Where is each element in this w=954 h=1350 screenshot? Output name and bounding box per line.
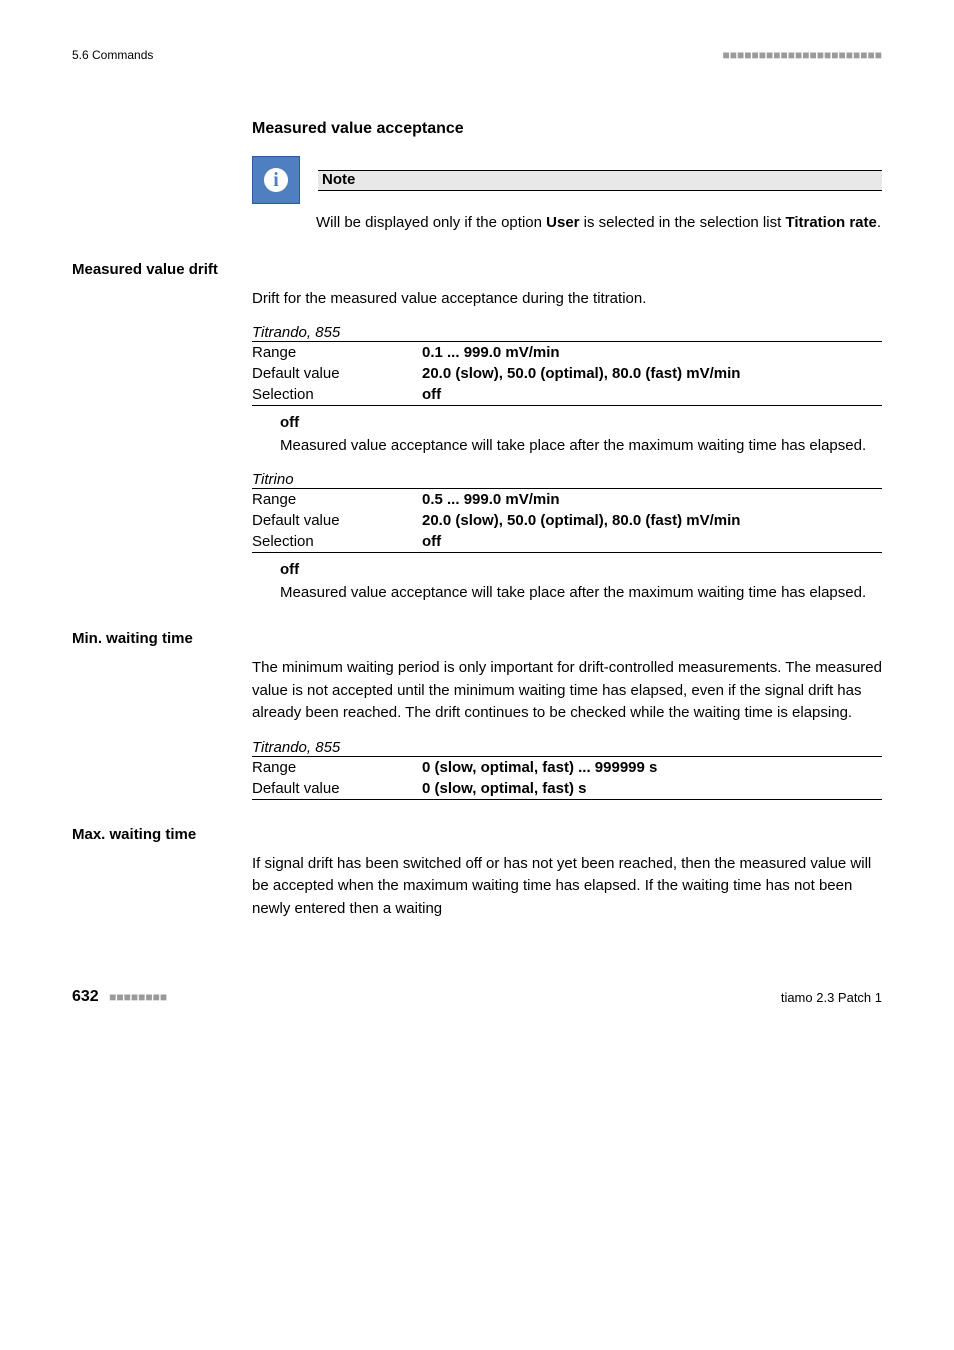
param-label: Selection — [252, 531, 422, 553]
footer-page-number: 632 ■■■■■■■■ — [72, 988, 167, 1006]
info-icon-glyph: i — [264, 168, 288, 192]
body-text-max-waiting: If signal drift has been switched off or… — [252, 853, 882, 921]
note-text-1: Will be displayed only if the option — [316, 214, 546, 231]
param-label: Selection — [252, 384, 422, 406]
param-table-min-waiting: Range 0 (slow, optimal, fast) ... 999999… — [252, 756, 882, 800]
header-dots: ■■■■■■■■■■■■■■■■■■■■■■ — [723, 48, 882, 62]
param-label: Range — [252, 489, 422, 511]
note-text-bold-2: Titration rate — [785, 214, 876, 231]
param-label: Default value — [252, 778, 422, 800]
param-value: 20.0 (slow), 50.0 (optimal), 80.0 (fast)… — [422, 510, 882, 531]
param-value: 0.1 ... 999.0 mV/min — [422, 342, 882, 364]
term-off: off — [280, 412, 882, 435]
param-label: Range — [252, 342, 422, 364]
param-value: 20.0 (slow), 50.0 (optimal), 80.0 (fast)… — [422, 363, 882, 384]
section-heading-measured-value-acceptance: Measured value acceptance — [252, 120, 882, 138]
param-label: Range — [252, 756, 422, 778]
param-table-drift-2: Range 0.5 ... 999.0 mV/min Default value… — [252, 488, 882, 553]
group-caption-titrando-2: Titrando, 855 — [252, 739, 882, 756]
term-desc: Measured value acceptance will take plac… — [280, 584, 866, 601]
note-body: Will be displayed only if the option Use… — [316, 212, 882, 235]
note-block: i Note Will be displayed only if the opt… — [252, 156, 882, 235]
group-caption-titrando-1: Titrando, 855 — [252, 324, 882, 341]
term-desc: Measured value acceptance will take plac… — [280, 437, 866, 454]
param-label: Default value — [252, 510, 422, 531]
page-footer: 632 ■■■■■■■■ tiamo 2.3 Patch 1 — [72, 988, 882, 1006]
note-text-bold-1: User — [546, 214, 579, 231]
footer-product: tiamo 2.3 Patch 1 — [781, 990, 882, 1005]
param-value: 0 (slow, optimal, fast) ... 999999 s — [422, 756, 882, 778]
note-text-3: . — [877, 214, 881, 231]
body-text-drift: Drift for the measured value acceptance … — [252, 288, 882, 311]
side-heading-measured-value-drift: Measured value drift — [72, 261, 882, 278]
term-off: off — [280, 559, 882, 582]
note-title: Note — [318, 171, 882, 191]
param-value: 0.5 ... 999.0 mV/min — [422, 489, 882, 511]
body-text-min-waiting: The minimum waiting period is only impor… — [252, 657, 882, 725]
header-section: 5.6 Commands — [72, 48, 153, 62]
footer-page-num: 632 — [72, 988, 99, 1005]
param-label: Default value — [252, 363, 422, 384]
param-value: 0 (slow, optimal, fast) s — [422, 778, 882, 800]
term-block-off-2: off Measured value acceptance will take … — [280, 559, 882, 604]
group-caption-titrino: Titrino — [252, 471, 882, 488]
term-block-off-1: off Measured value acceptance will take … — [280, 412, 882, 457]
footer-dots: ■■■■■■■■ — [109, 990, 167, 1004]
param-value: off — [422, 531, 882, 553]
param-value: off — [422, 384, 882, 406]
side-heading-min-waiting: Min. waiting time — [72, 630, 882, 647]
note-text-2: is selected in the selection list — [580, 214, 786, 231]
side-heading-max-waiting: Max. waiting time — [72, 826, 882, 843]
param-table-drift-1: Range 0.1 ... 999.0 mV/min Default value… — [252, 341, 882, 406]
page-header: 5.6 Commands ■■■■■■■■■■■■■■■■■■■■■■ — [72, 48, 882, 62]
info-icon: i — [252, 156, 300, 204]
